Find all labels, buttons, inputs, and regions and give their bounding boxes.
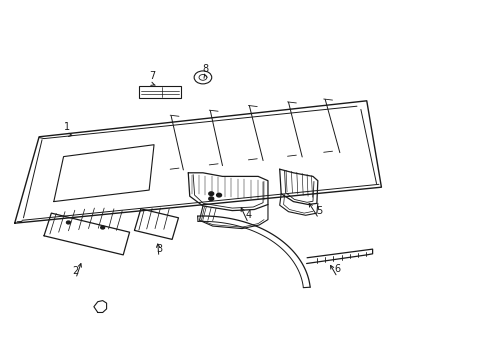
Text: 8: 8	[202, 64, 208, 74]
Text: 1: 1	[64, 122, 70, 132]
Text: 7: 7	[149, 71, 155, 81]
Circle shape	[199, 75, 206, 80]
Circle shape	[194, 71, 211, 84]
Circle shape	[208, 197, 213, 201]
Circle shape	[208, 192, 213, 195]
Text: 4: 4	[245, 210, 251, 220]
Circle shape	[101, 226, 104, 229]
Circle shape	[66, 221, 70, 224]
Text: 6: 6	[334, 264, 340, 274]
Text: 5: 5	[315, 206, 321, 216]
Text: 2: 2	[73, 266, 79, 276]
Bar	[139, 86, 181, 98]
Text: 3: 3	[156, 244, 162, 254]
Circle shape	[216, 193, 221, 197]
